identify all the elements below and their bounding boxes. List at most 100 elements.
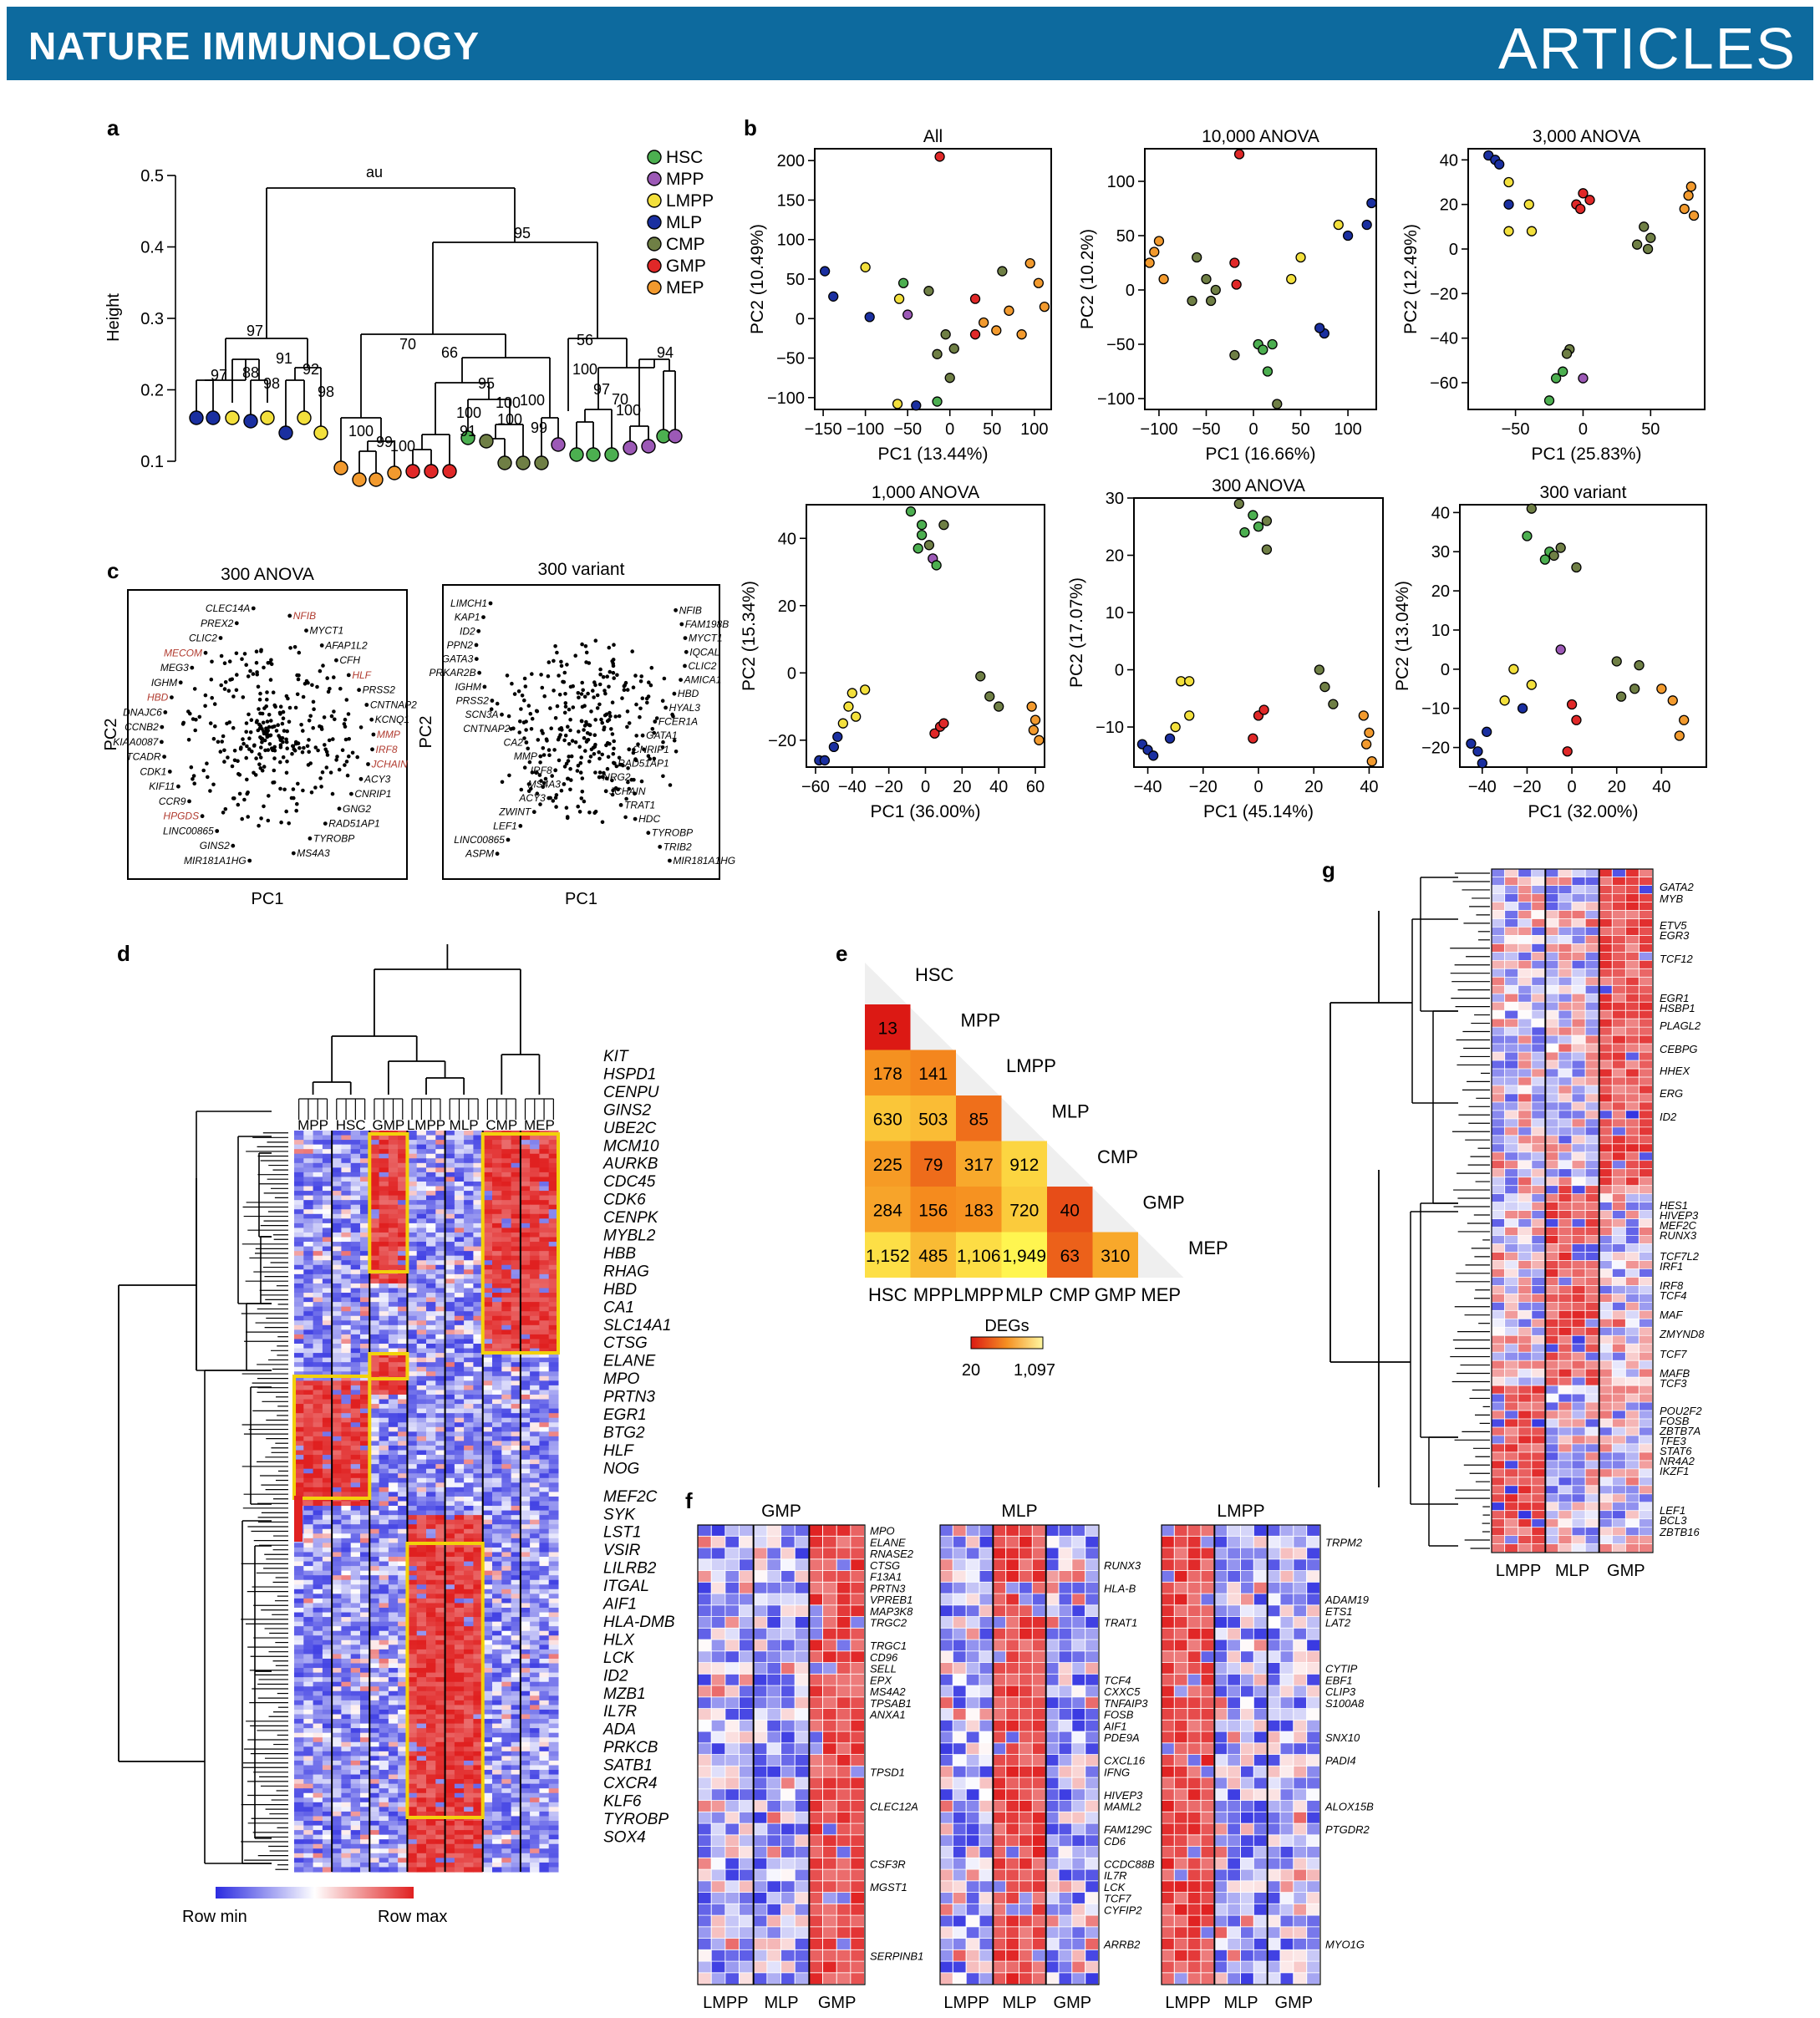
loading-point xyxy=(607,645,612,650)
heat-cell xyxy=(501,1167,512,1173)
heat-cell xyxy=(520,1584,531,1590)
heat-cell xyxy=(322,1621,333,1627)
heat-cell xyxy=(313,1617,323,1623)
heat-cell xyxy=(511,1686,521,1692)
data-point-CMP xyxy=(1548,550,1559,562)
heat-cell xyxy=(398,1557,408,1563)
heat-cell xyxy=(398,1579,408,1585)
heat-cell xyxy=(388,1700,399,1706)
heat-cell xyxy=(501,1311,512,1317)
heat-cell xyxy=(530,1417,540,1423)
gene-label: LINC00865 xyxy=(163,825,214,836)
loading-point xyxy=(522,736,526,740)
heat-cell xyxy=(332,1413,342,1419)
heat-cell xyxy=(530,1380,540,1386)
heat-cell xyxy=(398,1293,408,1299)
heat-cell xyxy=(388,1626,399,1632)
heat-cell xyxy=(501,1709,512,1716)
heat-cell xyxy=(350,1135,361,1141)
heat-cell xyxy=(473,1519,484,1525)
heat-cell xyxy=(520,1237,531,1243)
heat-cell xyxy=(464,1630,474,1636)
heat-cell xyxy=(388,1273,399,1279)
heat-cell xyxy=(341,1237,352,1243)
heat-cell xyxy=(350,1700,361,1706)
heat-cell xyxy=(379,1445,389,1451)
heat-cell xyxy=(435,1218,446,1224)
gene-label: FCER1A xyxy=(658,716,698,728)
heat-cell xyxy=(548,1557,559,1563)
heat-cell xyxy=(360,1181,370,1187)
heat-cell xyxy=(379,1732,389,1738)
heat-cell xyxy=(416,1649,427,1655)
heat-cell xyxy=(539,1353,550,1359)
heat-cell xyxy=(388,1158,399,1164)
heat-cell xyxy=(530,1515,540,1521)
heat-cell xyxy=(416,1222,427,1229)
loading-point xyxy=(541,746,546,750)
loading-point xyxy=(281,709,286,714)
heat-cell xyxy=(303,1399,314,1405)
gene-loading-point xyxy=(633,816,638,821)
heat-cell xyxy=(464,1477,474,1483)
heat-cell xyxy=(379,1723,389,1729)
data-point-HSC xyxy=(1248,510,1258,521)
x-tick-label: −50 xyxy=(1502,420,1530,439)
heat-cell xyxy=(303,1222,314,1229)
heat-cell xyxy=(530,1579,540,1585)
heat-cell xyxy=(313,1200,323,1206)
heat-cell xyxy=(454,1468,465,1474)
heat-cell xyxy=(388,1570,399,1576)
heat-cell xyxy=(303,1362,314,1368)
loading-point xyxy=(592,752,597,756)
loading-point xyxy=(205,761,209,765)
heat-cell xyxy=(313,1455,323,1461)
heat-cell xyxy=(398,1533,408,1539)
heat-cell xyxy=(388,1445,399,1451)
loading-point xyxy=(257,752,262,756)
heat-cell xyxy=(341,1709,352,1716)
heat-cell xyxy=(501,1297,512,1303)
leaf-sample-MPP xyxy=(641,439,656,454)
heat-cell xyxy=(482,1228,493,1233)
heat-cell xyxy=(416,1538,427,1543)
heat-cell xyxy=(520,1557,531,1563)
heat-cell xyxy=(379,1357,389,1363)
heat-cell xyxy=(398,1705,408,1710)
heat-cell xyxy=(426,1204,436,1210)
loading-point xyxy=(302,745,306,750)
loading-point xyxy=(563,701,568,705)
heat-cell xyxy=(322,1723,333,1729)
heat-cell xyxy=(379,1728,389,1734)
heat-cell xyxy=(322,1732,333,1738)
heat-cell xyxy=(501,1477,512,1483)
heat-cell xyxy=(454,1690,465,1696)
heat-cell xyxy=(379,1700,389,1706)
heat-cell xyxy=(407,1524,418,1530)
heat-cell xyxy=(520,1579,531,1585)
heat-cell xyxy=(322,1464,333,1470)
heat-cell xyxy=(426,1728,436,1734)
heat-cell xyxy=(511,1728,521,1734)
y-tick-label: 20 xyxy=(1106,547,1124,566)
loading-point xyxy=(621,763,625,768)
plot-frame xyxy=(1144,148,1377,410)
heat-cell xyxy=(313,1598,323,1604)
y-tick-label: −10 xyxy=(1096,719,1124,737)
heat-cell xyxy=(454,1195,465,1201)
heat-cell xyxy=(350,1570,361,1576)
data-point-CMP xyxy=(1328,699,1339,709)
gene-label: JCHAIN xyxy=(608,785,646,797)
loading-plot-1: 300 variantPC1PC2LIMCH1NFIBKAP1FAM198BID… xyxy=(417,560,735,908)
heat-cell xyxy=(548,1394,559,1400)
heat-cell xyxy=(388,1162,399,1168)
heat-cell xyxy=(313,1371,323,1377)
heat-cell xyxy=(369,1320,380,1326)
heat-cell xyxy=(445,1273,455,1279)
heat-cell xyxy=(398,1329,408,1335)
gene-label: GNG2 xyxy=(343,803,371,815)
heat-cell xyxy=(501,1723,512,1729)
heat-cell xyxy=(313,1283,323,1289)
heat-cell xyxy=(294,1598,304,1604)
loading-point xyxy=(343,737,348,742)
